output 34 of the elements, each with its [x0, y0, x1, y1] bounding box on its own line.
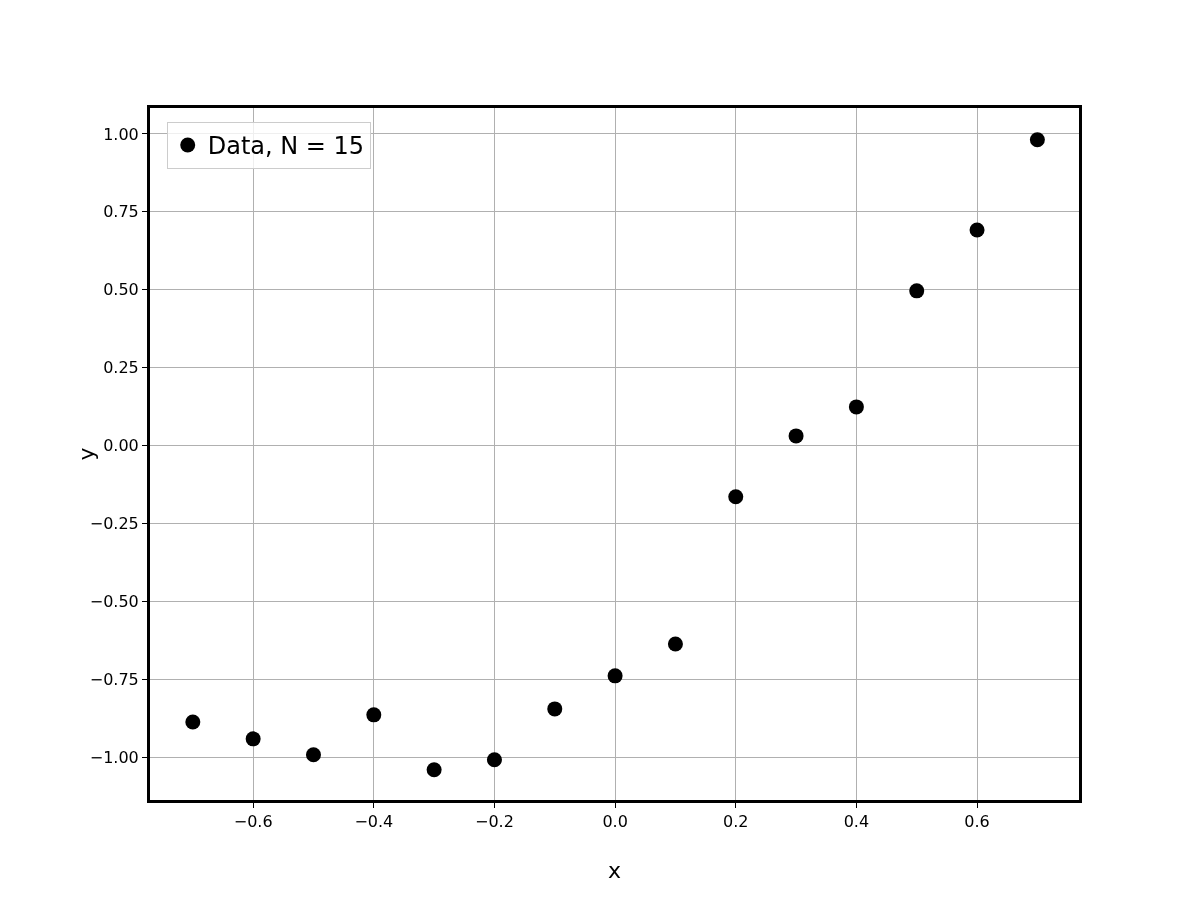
y-tick-label: 0.25: [103, 358, 139, 378]
x-tick-label: 0.6: [964, 812, 990, 832]
point: [1029, 132, 1045, 148]
point: [486, 752, 502, 768]
point: [607, 668, 623, 684]
x-tick-label: 0.2: [723, 812, 749, 832]
y-tick-label: −0.50: [89, 592, 139, 612]
x-axis-title: x: [607, 858, 622, 883]
point: [547, 701, 563, 717]
point: [245, 731, 261, 747]
y-tick-label: 0.75: [103, 202, 139, 222]
point: [969, 222, 985, 238]
point: [667, 636, 683, 652]
y-tick-label: −0.25: [89, 514, 139, 534]
x-tick-label: −0.2: [475, 812, 514, 832]
point: [366, 707, 382, 723]
point: [185, 714, 201, 730]
x-tick-label: −0.6: [233, 812, 273, 832]
legend-label: Data, N = 15: [207, 132, 365, 161]
point: [909, 283, 925, 299]
y-tick-label: 1.00: [103, 124, 139, 144]
y-tick-label: −0.75: [89, 670, 139, 690]
point: [426, 762, 442, 778]
y-axis-title: y: [74, 447, 99, 461]
y-tick-label: 0.50: [103, 280, 139, 300]
point: [305, 747, 321, 763]
point: [728, 489, 744, 505]
x-tick-label: 0.4: [843, 812, 870, 832]
point: [848, 399, 864, 415]
y-tick-label: 0.00: [103, 436, 139, 456]
x-tick-label: −0.4: [354, 812, 394, 832]
y-tick-label: −1.00: [89, 748, 139, 768]
x-tick-label: 0.0: [602, 812, 628, 832]
point: [788, 428, 804, 444]
